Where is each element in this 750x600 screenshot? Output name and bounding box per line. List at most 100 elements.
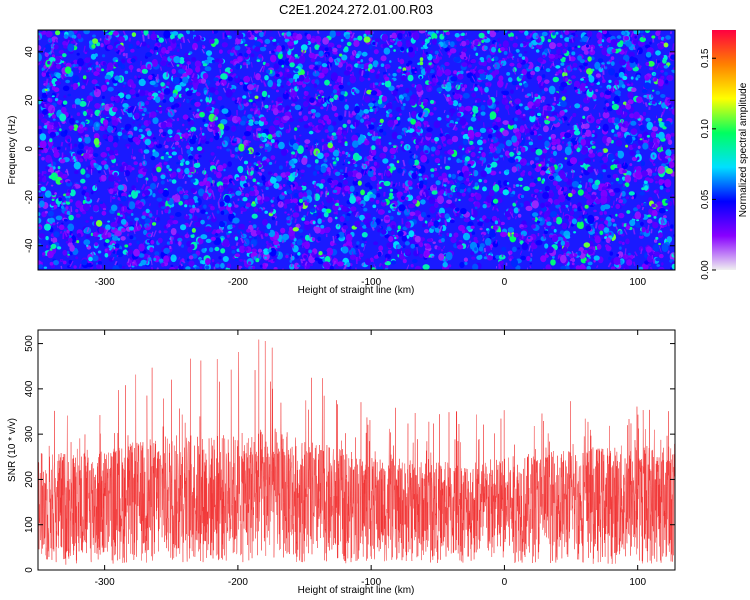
heatmap-cell <box>150 239 155 245</box>
heatmap-cell <box>86 70 89 73</box>
heatmap-cell <box>280 148 288 156</box>
heatmap-cell <box>653 190 657 193</box>
heatmap-cell <box>423 145 428 150</box>
heatmap-cell <box>125 125 130 131</box>
heatmap-cell <box>179 136 183 139</box>
heatmap-cell <box>587 214 595 224</box>
heatmap-cell <box>317 124 324 131</box>
heatmap-cell <box>383 180 391 187</box>
heatmap-cell <box>560 81 568 88</box>
heatmap-cell <box>400 140 404 144</box>
heatmap-cell <box>595 232 598 236</box>
heatmap-cell <box>267 171 273 175</box>
heatmap-cell <box>389 188 394 192</box>
heatmap-cell <box>477 160 483 165</box>
heatmap-cell <box>313 226 318 232</box>
heatmap-cell <box>594 61 601 70</box>
heatmap-cell <box>234 236 239 241</box>
heatmap-cell <box>102 222 106 225</box>
heatmap-cell <box>320 224 325 229</box>
heatmap-cell <box>652 221 659 229</box>
heatmap-cell <box>478 32 485 39</box>
heatmap-cell <box>224 125 230 131</box>
heatmap-cell <box>240 175 246 182</box>
heatmap-cell <box>67 93 72 97</box>
heatmap-cell <box>50 122 55 126</box>
heatmap-cell <box>643 202 647 207</box>
heatmap-cell <box>296 239 303 246</box>
heatmap-cell <box>476 156 480 159</box>
heatmap-cell <box>364 95 371 103</box>
heatmap-cell <box>84 57 91 64</box>
heatmap-cell <box>86 115 91 120</box>
heatmap-cell <box>300 169 305 173</box>
heatmap-cell <box>346 41 352 47</box>
heatmap-cell <box>242 197 248 202</box>
heatmap-cell <box>68 125 75 130</box>
heatmap-cell <box>312 170 318 176</box>
heatmap-cell <box>242 95 247 99</box>
heatmap-cell <box>185 68 193 76</box>
heatmap-cell <box>156 197 163 202</box>
heatmap-cell <box>291 96 298 103</box>
heatmap-cell <box>618 212 625 219</box>
heatmap-cell <box>62 85 70 92</box>
heatmap-cell <box>286 73 293 79</box>
heatmap-cell <box>463 84 468 89</box>
heatmap-cell <box>468 64 472 68</box>
heatmap-cell <box>209 137 214 142</box>
heatmap-cell <box>59 113 67 122</box>
heatmap-cell <box>670 132 675 137</box>
heatmap-cell <box>437 81 442 86</box>
heatmap-cell <box>508 32 514 38</box>
heatmap-cell <box>375 89 382 97</box>
heatmap-cell <box>604 184 608 188</box>
heatmap-cell <box>291 151 296 155</box>
heatmap-cell <box>400 195 406 201</box>
heatmap-cell <box>83 239 91 246</box>
heatmap-cell <box>188 260 195 267</box>
heatmap-cell <box>213 171 218 175</box>
heatmap-cell <box>80 178 86 184</box>
heatmap-cell <box>338 115 343 121</box>
heatmap-cell <box>446 199 453 205</box>
heatmap-cell <box>483 100 486 103</box>
heatmap-cell <box>197 237 204 245</box>
heatmap-cell <box>571 47 575 50</box>
heatmap-cell <box>655 236 659 240</box>
heatmap-cell <box>123 81 127 85</box>
heatmap-cell <box>310 58 316 63</box>
heatmap-cell <box>93 153 99 158</box>
heatmap-cell <box>382 158 389 164</box>
heatmap-cell <box>625 238 630 245</box>
heatmap-cell <box>459 117 467 126</box>
heatmap-cell <box>332 121 337 126</box>
heatmap-cell <box>498 171 502 174</box>
heatmap-cell <box>74 143 78 147</box>
heatmap-cell <box>286 189 293 195</box>
heatmap-cell <box>321 208 327 213</box>
heatmap-cell <box>551 111 559 117</box>
heatmap-cell <box>461 192 466 197</box>
heatmap-cell <box>215 81 220 86</box>
heatmap-cell <box>436 87 443 93</box>
heatmap-cell <box>585 225 592 232</box>
heatmap-cell <box>231 250 236 254</box>
heatmap-cell <box>59 128 62 132</box>
heatmap-cell <box>385 102 393 111</box>
heatmap-cell <box>257 127 262 131</box>
heatmap-cell <box>470 251 475 256</box>
heatmap-cell <box>127 249 133 255</box>
heatmap-cell <box>85 173 90 178</box>
heatmap-cell <box>659 121 664 128</box>
heatmap-cell <box>625 144 629 148</box>
heatmap-cell <box>594 235 601 244</box>
heatmap-cell <box>643 180 648 185</box>
heatmap-cell <box>101 84 108 92</box>
heatmap-cell <box>309 97 315 103</box>
heatmap-cell <box>204 247 207 252</box>
heatmap-cell <box>158 37 164 43</box>
heatmap-cell <box>424 243 427 246</box>
heatmap-cell <box>491 215 498 222</box>
heatmap-cell <box>577 217 581 222</box>
